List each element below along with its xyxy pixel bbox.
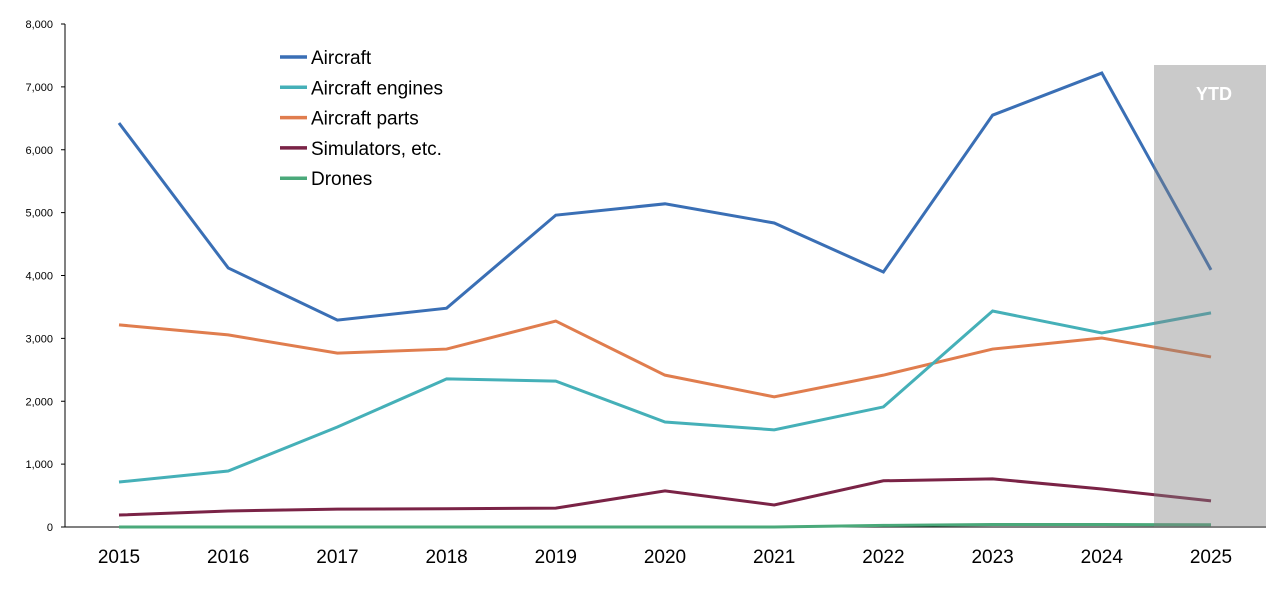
y-axis: 0 1,000 2,000 3,000 4,000 5,000 6,000 7,000 8,00… <box>25 19 66 534</box>
x-tick-label: 2021 <box>753 547 795 568</box>
ytd-label: YTD <box>1196 84 1232 104</box>
y-tick-label: 0 <box>47 522 53 534</box>
x-tick-label: 2022 <box>862 547 904 568</box>
legend: Aircraft Aircraft engines Aircraft parts Si… <box>280 48 443 190</box>
x-tick-label: 2017 <box>316 547 358 568</box>
series-line-drones <box>119 522 1212 529</box>
x-tick-label: 2025 <box>1190 547 1232 568</box>
series-line-simulators-etc <box>118 477 1212 517</box>
legend-item: Simulators, etc. <box>280 139 442 160</box>
series-line-aircraft <box>117 71 1213 322</box>
y-tick-label: 5,000 <box>25 208 53 220</box>
y-tick-label: 3,000 <box>25 333 53 345</box>
ytd-shade <box>1154 65 1266 527</box>
x-axis: 2015 2016 2017 2018 2019 2020 2021 2022 2023 2024… <box>65 526 1266 568</box>
y-tick-label: 6,000 <box>25 145 53 157</box>
legend-item: Aircraft <box>280 48 372 69</box>
y-tick-label: 8,000 <box>25 19 53 31</box>
legend-item: Drones <box>280 169 372 190</box>
x-tick-label: 2024 <box>1081 547 1124 568</box>
x-tick-label: 2023 <box>971 547 1013 568</box>
legend-item: Aircraft engines <box>280 78 443 99</box>
x-tick-label: 2016 <box>207 547 249 568</box>
x-tick-label: 2019 <box>535 547 577 568</box>
x-tick-label: 2015 <box>98 547 140 568</box>
y-tick-label: 1,000 <box>25 459 53 471</box>
ytd-band: YTD <box>1154 65 1266 527</box>
series-line-aircraft-parts <box>118 319 1212 399</box>
legend-label: Drones <box>311 169 372 190</box>
legend-label: Simulators, etc. <box>311 139 442 160</box>
y-tick-label: 7,000 <box>25 82 53 94</box>
legend-label: Aircraft <box>311 48 372 69</box>
legend-label: Aircraft parts <box>311 109 419 130</box>
legend-item: Aircraft parts <box>280 109 419 130</box>
x-tick-label: 2018 <box>425 547 467 568</box>
y-tick-label: 2,000 <box>25 396 53 408</box>
x-tick-label: 2020 <box>644 547 686 568</box>
series-line-aircraft-engines <box>118 309 1212 484</box>
series-lines <box>117 71 1213 529</box>
y-tick-label: 4,000 <box>25 271 53 283</box>
legend-label: Aircraft engines <box>311 78 443 99</box>
